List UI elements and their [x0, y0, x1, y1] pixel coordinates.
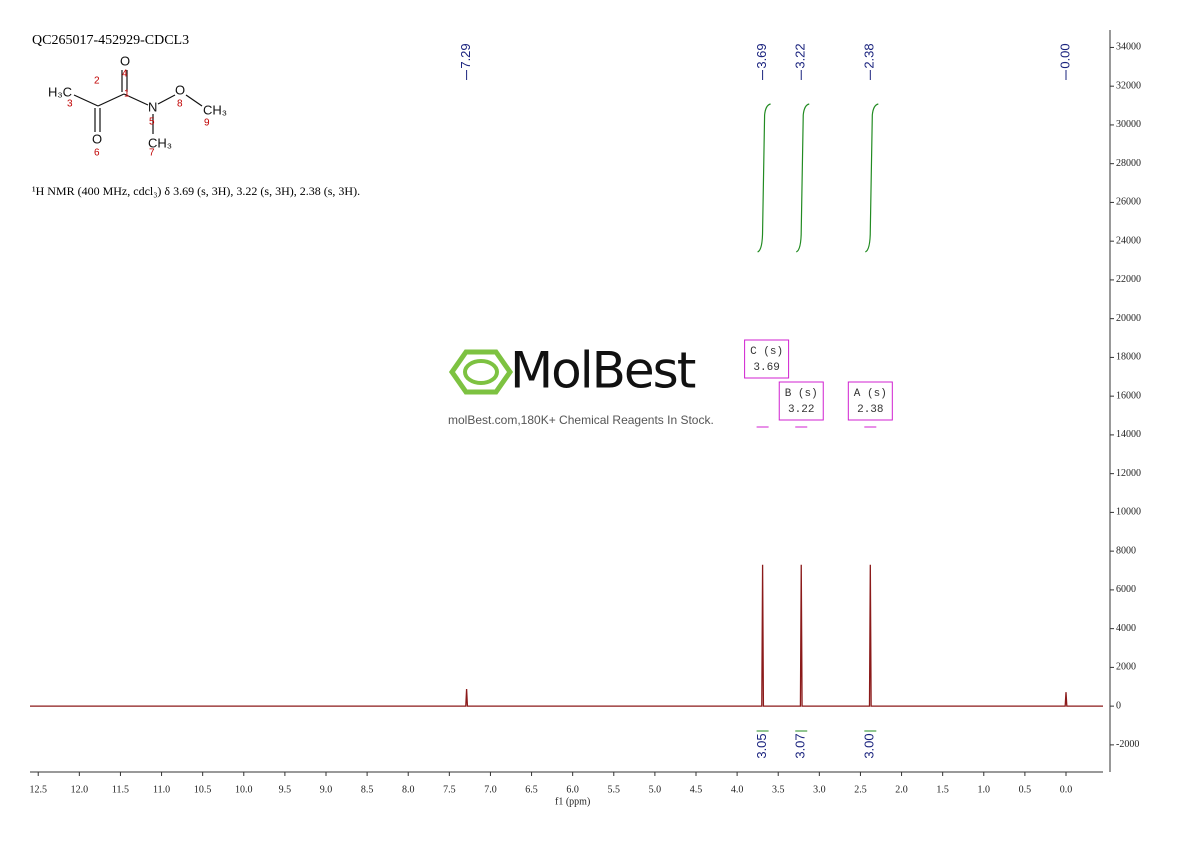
atom: CH₃	[203, 102, 227, 117]
atom: H₃C	[48, 84, 72, 99]
peak-label: 7.29	[458, 43, 473, 68]
y-tick-label: 8000	[1116, 545, 1136, 556]
x-tick-label: 2.0	[895, 784, 908, 795]
x-tick-label: 0.0	[1060, 784, 1073, 795]
y-tick-label: 26000	[1116, 197, 1141, 208]
x-tick-label: 10.0	[235, 784, 253, 795]
chart-title: QC265017-452929-CDCL3	[32, 33, 189, 48]
multiplet-label: A (s)	[854, 388, 887, 400]
multiplet-shift: 3.69	[753, 362, 779, 374]
y-tick-label: 24000	[1116, 235, 1141, 246]
x-axis-label: f1 (ppm)	[555, 796, 590, 807]
atom-number: 6	[94, 148, 100, 159]
y-tick-label: 10000	[1116, 507, 1141, 518]
y-tick-label: 12000	[1116, 468, 1141, 479]
peak-label: 3.69	[754, 43, 769, 68]
peak-label: 2.38	[862, 43, 877, 68]
atom-number: 3	[67, 99, 73, 110]
y-tick-label: 4000	[1116, 623, 1136, 634]
y-tick-label: 22000	[1116, 274, 1141, 285]
integral-curve	[795, 103, 810, 253]
integral-label: 3.07	[793, 733, 808, 758]
y-tick-label: 28000	[1116, 158, 1141, 169]
multiplet-label: B (s)	[785, 388, 818, 400]
integral-label: 3.00	[862, 733, 877, 758]
molecule	[73, 70, 203, 134]
x-tick-label: 12.0	[71, 784, 89, 795]
integral-curve	[864, 103, 879, 253]
y-tick-label: 32000	[1116, 80, 1141, 91]
atom-number: 5	[149, 117, 155, 128]
x-tick-label: 0.5	[1019, 784, 1032, 795]
x-tick-label: 3.0	[813, 784, 826, 795]
x-tick-label: 7.0	[484, 784, 497, 795]
y-tick-label: 34000	[1116, 42, 1141, 53]
atom-number: 2	[94, 76, 100, 87]
x-tick-label: 8.0	[402, 784, 415, 795]
y-tick-label: 18000	[1116, 352, 1141, 363]
x-tick-label: 2.5	[854, 784, 867, 795]
y-tick-label: -2000	[1116, 739, 1139, 750]
x-tick-label: 5.0	[649, 784, 662, 795]
x-tick-label: 10.5	[194, 784, 212, 795]
x-tick-label: 1.0	[978, 784, 991, 795]
x-tick-label: 8.5	[361, 784, 374, 795]
x-tick-label: 6.0	[566, 784, 579, 795]
atom-number: 7	[149, 148, 155, 159]
watermark-tagline: molBest.com,180K+ Chemical Reagents In S…	[448, 413, 714, 427]
atom: O	[175, 82, 185, 97]
multiplet-label: C (s)	[750, 346, 783, 358]
atom-number: 8	[177, 99, 183, 110]
x-tick-label: 3.5	[772, 784, 785, 795]
x-tick-label: 9.0	[320, 784, 333, 795]
y-tick-label: 16000	[1116, 390, 1141, 401]
x-tick-label: 11.0	[153, 784, 170, 795]
integral-curve	[757, 103, 771, 253]
x-tick-label: 11.5	[112, 784, 129, 795]
atom: CH₃	[148, 135, 172, 150]
y-tick-label: 30000	[1116, 119, 1141, 130]
atom-number: 4	[122, 69, 128, 80]
peak-label: 3.22	[793, 43, 808, 68]
atom-number: 1	[124, 89, 130, 100]
x-tick-label: 4.0	[731, 784, 744, 795]
multiplet-box	[778, 381, 824, 421]
x-tick-label: 1.5	[936, 784, 949, 795]
atom-number: 9	[204, 118, 210, 129]
atom: O	[120, 53, 130, 68]
x-tick-label: 9.5	[279, 784, 292, 795]
y-tick-label: 6000	[1116, 584, 1136, 595]
spectrum-line	[30, 564, 1103, 707]
multiplet-shift: 3.22	[788, 404, 814, 416]
integral-label: 3.05	[754, 733, 769, 758]
x-tick-label: 6.5	[525, 784, 538, 795]
y-tick-label: 0	[1116, 700, 1121, 711]
x-tick-label: 7.5	[443, 784, 456, 795]
y-tick-label: 20000	[1116, 313, 1141, 324]
y-tick-label: 2000	[1116, 662, 1136, 673]
nmr-description: ¹H NMR (400 MHz, cdcl₃) δ 3.69 (s, 3H), …	[32, 184, 360, 198]
multiplet-box	[744, 339, 790, 379]
multiplet-shift: 2.38	[857, 404, 883, 416]
peak-label: 0.00	[1057, 43, 1072, 68]
x-tick-label: 5.5	[608, 784, 621, 795]
x-tick-label: 12.5	[29, 784, 47, 795]
watermark-brand: MolBest	[510, 342, 696, 400]
multiplet-box	[847, 381, 893, 421]
atom: N	[148, 99, 157, 114]
watermark-logo	[448, 349, 514, 395]
atom: O	[92, 131, 102, 146]
y-tick-label: 14000	[1116, 429, 1141, 440]
x-tick-label: 4.5	[690, 784, 703, 795]
